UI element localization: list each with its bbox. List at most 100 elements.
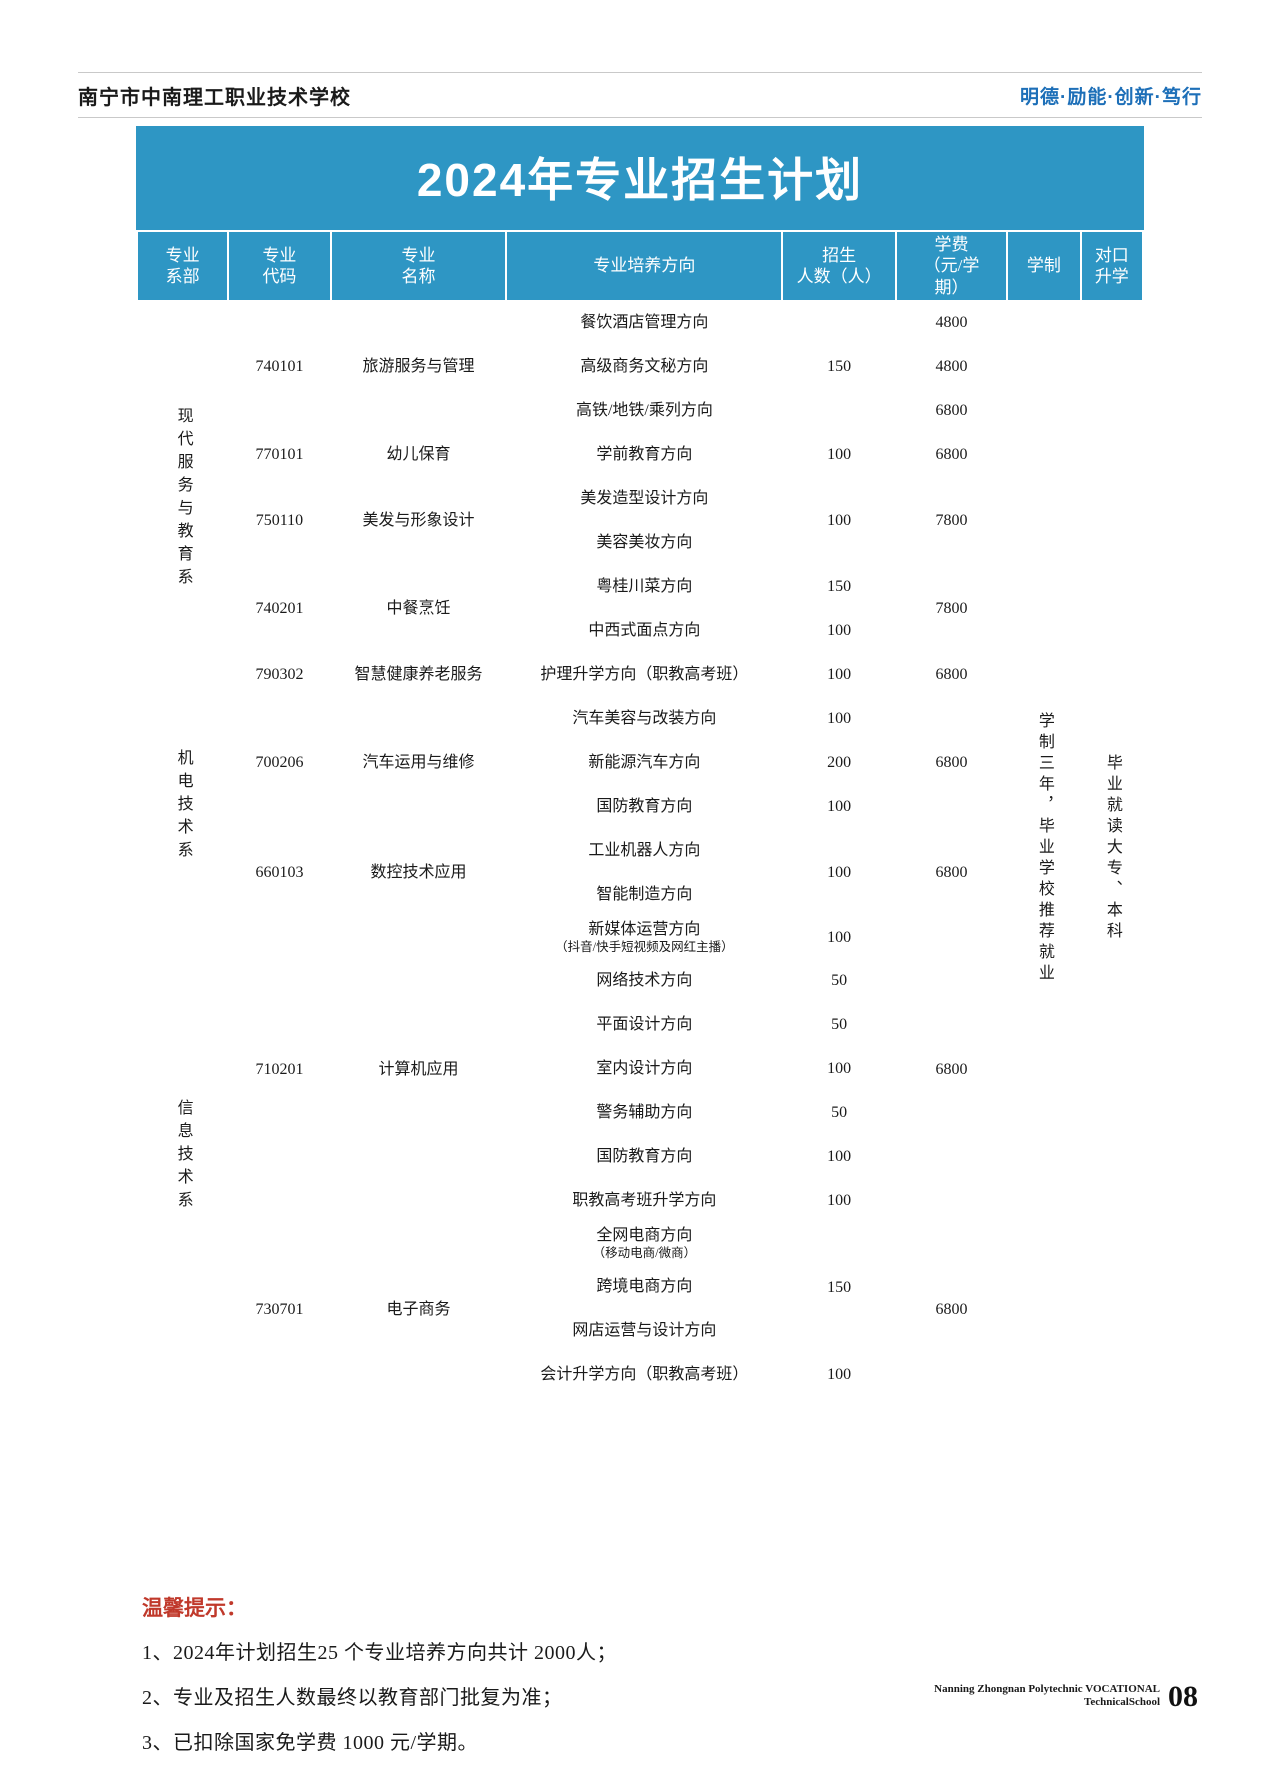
fee-cell: 6800 — [894, 651, 1009, 698]
enroll-cell: 100 — [781, 1177, 897, 1224]
major-code-cell: 660103 — [227, 827, 332, 918]
direction-cell: 学前教育方向 — [505, 431, 784, 478]
direction-cell: 美发造型设计方向 — [505, 475, 784, 522]
table-row: 网络技术方向 50 — [137, 957, 1143, 1004]
direction-cell: 餐饮酒店管理方向 — [505, 299, 784, 346]
enroll-cell: 100 — [781, 915, 897, 960]
notes-title: 温馨提示： — [142, 1597, 247, 1620]
col-header-upgrade: 对口 升学 — [1079, 230, 1145, 302]
major-name-cell: 旅游服务与管理 — [329, 299, 508, 434]
col-header-enroll: 招生 人数（人） — [781, 230, 897, 302]
table-row: 国防教育方向 100 — [137, 783, 1143, 830]
direction-cell: 工业机器人方向 — [505, 827, 784, 874]
school-name: 南宁市中南理工职业技术学校 — [78, 86, 351, 109]
table-row: 现代服务与教育系 740101 旅游服务与管理 餐饮酒店管理方向 150 4800 学制三年… — [135, 299, 1145, 1398]
enroll-cell: 100 — [781, 651, 897, 698]
table-row: 警务辅助方向 50 — [137, 1089, 1143, 1136]
fee-cell: 4800 — [894, 299, 1009, 346]
fee-cell: 6800 — [894, 695, 1009, 830]
direction-cell: 新媒体运营方向 （抖音/快手短视频及网红主播） — [505, 915, 784, 960]
major-code-cell: 740101 — [227, 299, 332, 434]
fee-cell: 6800 — [894, 827, 1009, 918]
major-code-cell: 770101 — [227, 431, 332, 478]
table-row: 660103 数控技术应用 工业机器人方向 100 6800 — [137, 827, 1143, 918]
footer-en-name: Nanning Zhongnan Polytechnic VOCATIONAL … — [934, 1682, 1160, 1709]
table-row: 职教高考班升学方向 100 — [137, 1177, 1143, 1224]
enroll-cell: 50 — [781, 957, 897, 1004]
table-row: 770101 幼儿保育 学前教育方向 100 6800 — [137, 431, 1143, 478]
major-code-cell: 790302 — [227, 651, 332, 698]
major-code-cell: 710201 — [227, 915, 332, 1224]
fee-cell: 4800 — [894, 343, 1009, 390]
major-name-cell: 汽车运用与维修 — [329, 695, 508, 830]
table-row: 室内设计方向 100 — [137, 1045, 1143, 1092]
table-row: 智能制造方向 — [137, 871, 1143, 918]
enroll-cell: 150 — [781, 299, 897, 434]
table-row: 新能源汽车方向 200 — [137, 739, 1143, 786]
years-cell: 学制三年，毕业学校推荐就业 — [1006, 299, 1082, 1398]
table-row: 网店运营与设计方向 — [137, 1307, 1143, 1354]
col-header-direction: 专业培养方向 — [505, 230, 784, 302]
upgrade-cell: 毕业就读大专、本科 — [1079, 299, 1145, 1398]
notes-block: 温馨提示： 1、2024年计划招生25 个专业培养方向共计 2000人； 2、专… — [142, 1592, 1142, 1771]
page-title: 2024年专业招生计划 — [416, 154, 864, 206]
direction-cell: 全网电商方向 （移动电商/微商） — [505, 1221, 784, 1266]
direction-cell: 网络技术方向 — [505, 957, 784, 1004]
school-motto: 明德·励能·创新·笃行 — [1020, 86, 1202, 108]
major-code-cell: 730701 — [227, 1221, 332, 1398]
enrollment-plan-table: 专业 系部 专业 代码 专业 名称 专业培养方向 招生 人数（人） — [135, 230, 1145, 1398]
fee-cell: 7800 — [894, 563, 1009, 654]
enroll-cell: 100 — [781, 431, 897, 478]
col-header-code: 专业 代码 — [227, 230, 332, 302]
major-name-cell: 计算机应用 — [329, 915, 508, 1224]
table-row: 高铁/地铁/乘列方向 6800 — [137, 387, 1143, 434]
table-header-row: 专业 系部 专业 代码 专业 名称 专业培养方向 招生 人数（人） — [135, 230, 1145, 302]
direction-cell: 平面设计方向 — [505, 1001, 784, 1048]
direction-cell: 室内设计方向 — [505, 1045, 784, 1092]
direction-cell: 国防教育方向 — [505, 783, 784, 830]
direction-cell: 新能源汽车方向 — [505, 739, 784, 786]
table-row: 740201 中餐烹饪 粤桂川菜方向 150 7800 — [137, 563, 1143, 654]
direction-cell: 美容美妆方向 — [505, 519, 784, 566]
table-row: 美容美妆方向 — [137, 519, 1143, 566]
direction-cell: 高级商务文秘方向 — [505, 343, 784, 390]
dept-cell: 现代服务与教育系 — [135, 299, 230, 698]
enroll-cell: 100 — [781, 475, 897, 566]
direction-cell: 警务辅助方向 — [505, 1089, 784, 1136]
direction-cell: 国防教育方向 — [505, 1133, 784, 1180]
direction-cell: 会计升学方向（职教高考班） — [505, 1351, 784, 1398]
table-row: 730701 电子商务 全网电商方向 （移动电商/微商） 150 6800 — [137, 1221, 1143, 1398]
fee-cell: 6800 — [894, 915, 1009, 1224]
table-row: 机电技术系 700206 汽车运用与维修 汽车美容与改装方向 100 6800 — [135, 695, 1143, 918]
enroll-cell: 200 — [781, 739, 897, 786]
enroll-cell: 50 — [781, 1001, 897, 1048]
direction-cell: 护理升学方向（职教高考班） — [505, 651, 784, 698]
table-row: 信息技术系 710201 计算机应用 新媒体运营方向 （抖音/快手短视频及网红主播） 10… — [135, 915, 1143, 1398]
major-code-cell: 740201 — [227, 563, 332, 654]
major-name-cell: 幼儿保育 — [329, 431, 508, 478]
enroll-cell: 100 — [781, 827, 897, 918]
major-name-cell: 数控技术应用 — [329, 827, 508, 918]
direction-cell: 网店运营与设计方向 — [505, 1307, 784, 1354]
major-name-cell: 美发与形象设计 — [329, 475, 508, 566]
enroll-cell: 100 — [781, 1045, 897, 1092]
fee-cell: 7800 — [894, 475, 1009, 566]
direction-cell: 高铁/地铁/乘列方向 — [505, 387, 784, 434]
table-row: 750110 美发与形象设计 美发造型设计方向 100 7800 — [137, 475, 1143, 566]
major-code-cell: 750110 — [227, 475, 332, 566]
table-row: 国防教育方向 100 — [137, 1133, 1143, 1180]
col-header-dept: 专业 系部 — [135, 230, 230, 302]
enroll-cell: 100 — [781, 695, 897, 742]
table-row: 中西式面点方向 100 — [137, 607, 1143, 654]
enroll-cell: 100 — [781, 1351, 897, 1398]
direction-cell: 中西式面点方向 — [505, 607, 784, 654]
table-row: 平面设计方向 50 — [137, 1001, 1143, 1048]
enroll-cell: 150 — [781, 563, 897, 610]
col-header-name: 专业 名称 — [329, 230, 508, 302]
direction-cell: 智能制造方向 — [505, 871, 784, 918]
enroll-cell: 150 — [781, 1221, 897, 1354]
running-header: 南宁市中南理工职业技术学校 明德·励能·创新·笃行 — [78, 72, 1202, 118]
fee-cell: 6800 — [894, 431, 1009, 478]
dept-cell: 机电技术系 — [135, 695, 230, 918]
